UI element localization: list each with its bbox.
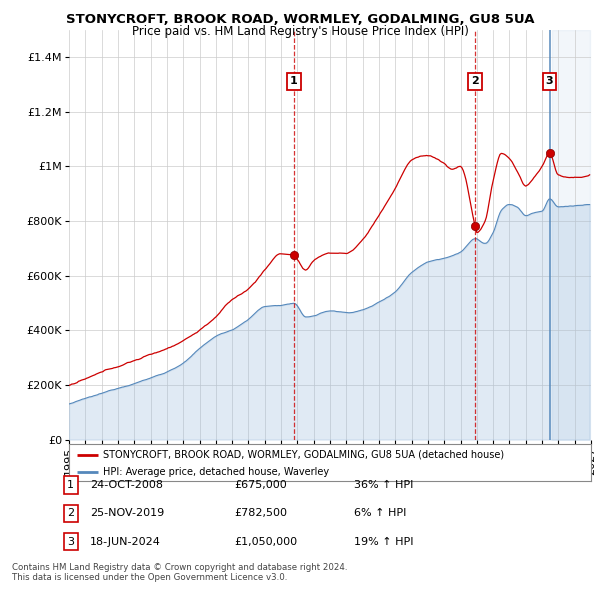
Text: 2: 2 [67, 509, 74, 518]
Text: STONYCROFT, BROOK ROAD, WORMLEY, GODALMING, GU8 5UA: STONYCROFT, BROOK ROAD, WORMLEY, GODALMI… [66, 13, 534, 26]
Text: £782,500: £782,500 [234, 509, 287, 518]
Text: This data is licensed under the Open Government Licence v3.0.: This data is licensed under the Open Gov… [12, 573, 287, 582]
Text: 36% ↑ HPI: 36% ↑ HPI [354, 480, 413, 490]
Text: 2: 2 [472, 77, 479, 87]
Text: 19% ↑ HPI: 19% ↑ HPI [354, 537, 413, 546]
Text: £675,000: £675,000 [234, 480, 287, 490]
Text: 3: 3 [546, 77, 553, 87]
Text: 1: 1 [290, 77, 298, 87]
Text: STONYCROFT, BROOK ROAD, WORMLEY, GODALMING, GU8 5UA (detached house): STONYCROFT, BROOK ROAD, WORMLEY, GODALMI… [103, 450, 504, 460]
Text: 24-OCT-2008: 24-OCT-2008 [90, 480, 163, 490]
Text: Contains HM Land Registry data © Crown copyright and database right 2024.: Contains HM Land Registry data © Crown c… [12, 563, 347, 572]
Text: 6% ↑ HPI: 6% ↑ HPI [354, 509, 406, 518]
Text: £1,050,000: £1,050,000 [234, 537, 297, 546]
Text: Price paid vs. HM Land Registry's House Price Index (HPI): Price paid vs. HM Land Registry's House … [131, 25, 469, 38]
Text: 1: 1 [67, 480, 74, 490]
Text: 3: 3 [67, 537, 74, 546]
Text: HPI: Average price, detached house, Waverley: HPI: Average price, detached house, Wave… [103, 467, 329, 477]
Text: 25-NOV-2019: 25-NOV-2019 [90, 509, 164, 518]
Text: 18-JUN-2024: 18-JUN-2024 [90, 537, 161, 546]
